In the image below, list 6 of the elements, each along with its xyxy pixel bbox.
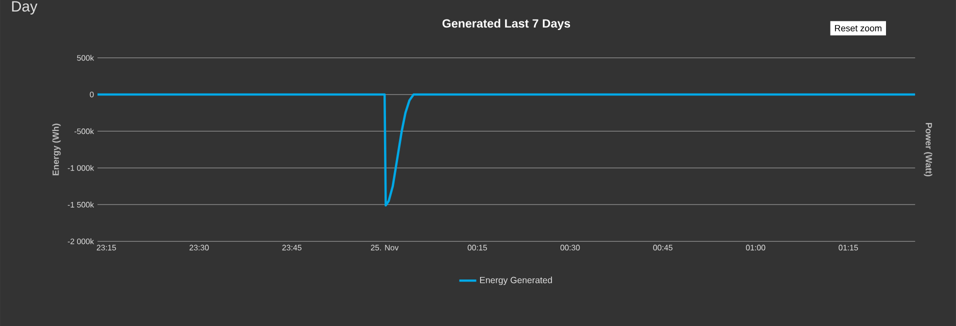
chart-title: Generated Last 7 Days xyxy=(442,18,570,30)
legend-label: Energy Generated xyxy=(480,276,552,285)
text: Reset zoom xyxy=(835,25,882,32)
text: Day xyxy=(12,1,38,15)
y2-axis-title: Power (Watt) xyxy=(924,122,932,176)
y-axis-title: Energy (Wh) xyxy=(52,124,61,176)
